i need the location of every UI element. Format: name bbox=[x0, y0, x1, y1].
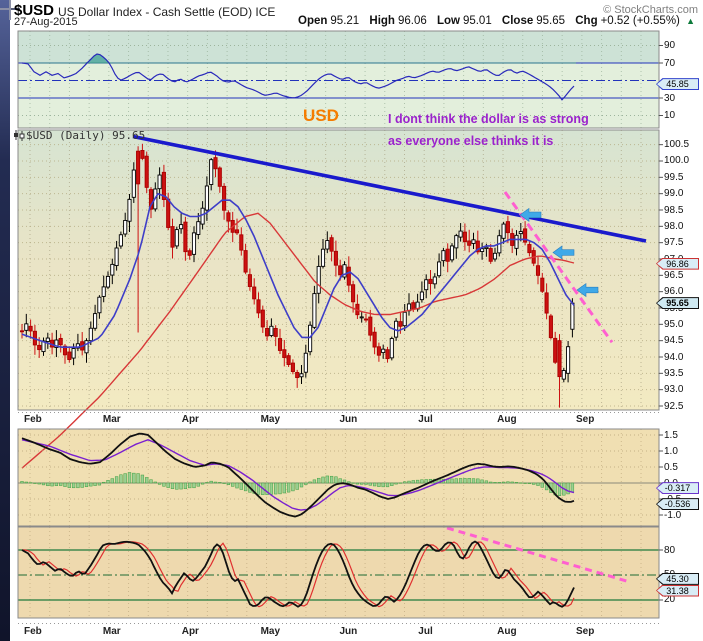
low-value: 95.01 bbox=[462, 15, 492, 27]
open-value: 95.21 bbox=[330, 15, 360, 27]
month-label: Jul bbox=[418, 626, 433, 637]
y-axis-label: 93.0 bbox=[664, 384, 684, 396]
annotation-usd: USD bbox=[303, 106, 339, 125]
y-axis-label: 70 bbox=[664, 57, 676, 69]
y-axis-label: 94.5 bbox=[664, 335, 684, 347]
y-axis-label: -1.0 bbox=[664, 509, 682, 521]
month-label: Jun bbox=[339, 626, 358, 637]
y-axis-label: 90 bbox=[664, 40, 676, 51]
y-axis-label: 93.5 bbox=[664, 367, 684, 379]
chg-label: Chg bbox=[575, 15, 598, 27]
value-bug: 45.85 bbox=[656, 78, 699, 91]
y-axis-label: 95.0 bbox=[664, 318, 684, 330]
month-label: Apr bbox=[181, 414, 199, 425]
copyright: © StockCharts.com bbox=[603, 4, 698, 16]
chart-date: 27-Aug-2015 bbox=[14, 16, 78, 28]
month-label: Jul bbox=[418, 414, 433, 425]
chart-title: US Dollar Index - Cash Settle (EOD) ICE bbox=[58, 5, 276, 19]
y-axis-label: 99.0 bbox=[664, 188, 684, 200]
annotation-note-line2: as everyone else thinks it is bbox=[388, 134, 554, 148]
value-bug: 95.65 bbox=[656, 297, 699, 310]
y-axis-label: 10 bbox=[664, 110, 676, 121]
high-value: 96.06 bbox=[397, 15, 427, 27]
month-label: Jun bbox=[339, 414, 358, 425]
month-label: Feb bbox=[24, 414, 42, 425]
month-label: Apr bbox=[181, 626, 199, 637]
month-label: Sep bbox=[576, 626, 595, 637]
value-bug: 31.38 bbox=[656, 584, 699, 597]
window-left-edge bbox=[0, 0, 10, 641]
y-axis-label: 97.5 bbox=[664, 237, 684, 249]
y-axis-label: 92.5 bbox=[664, 400, 684, 412]
month-label: May bbox=[260, 626, 281, 637]
y-axis-label: 30 bbox=[664, 92, 676, 104]
close-label: Close bbox=[501, 15, 534, 27]
annotation-note: I dont think the dollar is as strong as … bbox=[388, 108, 589, 152]
high-label: High bbox=[369, 15, 395, 27]
y-axis-label: 20 bbox=[664, 594, 676, 606]
chg-value: +0.52 (+0.55%) bbox=[600, 15, 680, 27]
chg-up-triangle-icon: ▲ bbox=[686, 16, 695, 26]
crosshair-icon bbox=[0, 0, 20, 20]
candlestick-icon bbox=[14, 130, 25, 141]
close-value: 95.65 bbox=[536, 15, 566, 27]
open-label: Open bbox=[298, 15, 328, 27]
value-bug: -0.536 bbox=[656, 498, 699, 511]
month-label: Aug bbox=[497, 626, 517, 637]
y-axis-label: 94.0 bbox=[664, 351, 684, 363]
value-bug: 96.86 bbox=[656, 257, 699, 270]
value-bug: 45.30 bbox=[656, 572, 699, 585]
y-axis-label: 98.0 bbox=[664, 220, 684, 232]
y-axis-label: 1.0 bbox=[664, 445, 678, 457]
y-axis-label: 1.5 bbox=[664, 429, 678, 441]
main-chart-label: $USD (Daily) 95.65 bbox=[26, 129, 146, 142]
y-axis-label: 0.5 bbox=[664, 461, 678, 473]
month-label: Sep bbox=[576, 414, 595, 425]
month-label: Aug bbox=[497, 414, 517, 425]
value-bug: -0.317 bbox=[656, 482, 699, 495]
ohlc-readout: Open 95.21 High 96.06 Low 95.01 Close 95.65 … bbox=[291, 15, 695, 27]
y-axis-label: 99.5 bbox=[664, 171, 684, 183]
symbol: $USD bbox=[14, 2, 55, 19]
y-axis-label: 98.5 bbox=[664, 204, 684, 216]
y-axis-label: 96.5 bbox=[664, 269, 684, 281]
month-label: Feb bbox=[24, 626, 42, 637]
y-axis-label: 100.5 bbox=[664, 139, 690, 151]
y-axis-label: 80 bbox=[664, 544, 676, 556]
y-axis-label: 100.0 bbox=[664, 155, 690, 167]
low-label: Low bbox=[436, 15, 460, 27]
y-axis-label: 96.0 bbox=[664, 286, 684, 298]
month-label: Mar bbox=[102, 414, 121, 425]
month-label: May bbox=[260, 414, 281, 425]
annotation-note-line1: I dont think the dollar is as strong bbox=[388, 112, 589, 126]
month-label: Mar bbox=[102, 626, 121, 637]
